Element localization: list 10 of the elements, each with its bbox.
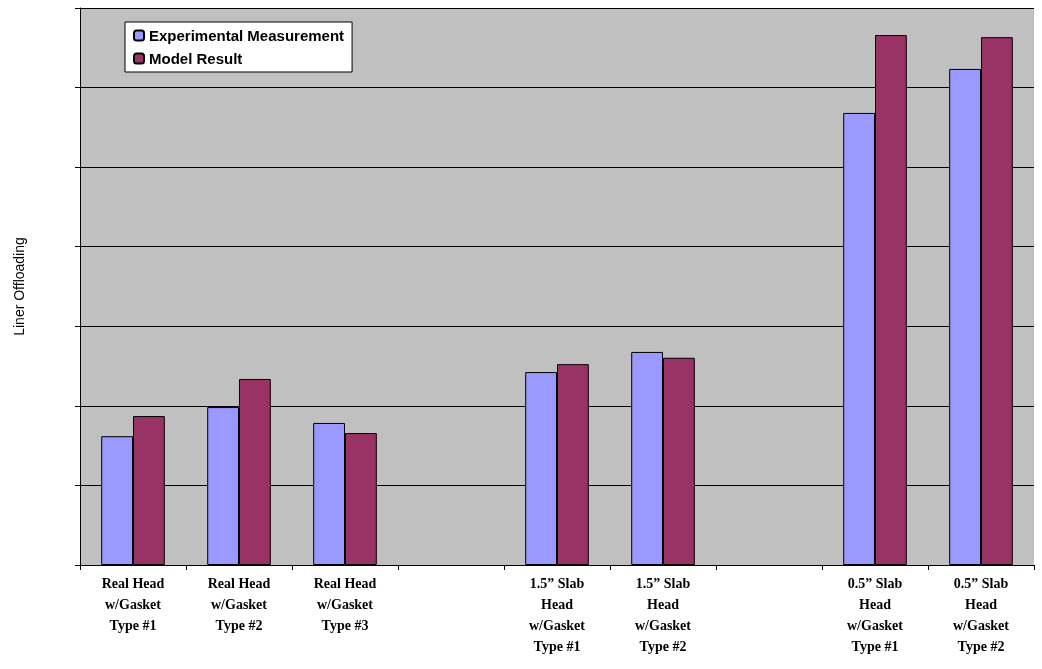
x-tick-label: Real Head w/Gasket Type #1 [101, 576, 165, 633]
x-tick-label: 1.5” Slab Head w/Gasket Type #1 [529, 576, 586, 654]
x-tick-label: 0.5” Slab Head w/Gasket Type #2 [953, 576, 1010, 654]
x-tick-label: 0.5” Slab Head w/Gasket Type #1 [847, 576, 904, 654]
x-tick-label: Real Head w/Gasket Type #3 [313, 576, 377, 633]
x-tick-label: Real Head w/Gasket Type #2 [207, 576, 271, 633]
legend-label: Experimental Measurement [149, 27, 345, 44]
x-tick-label: 1.5” Slab Head w/Gasket Type #2 [635, 576, 692, 654]
y-axis-title: Liner Offloading [11, 237, 27, 336]
legend-label: Model Result [149, 50, 243, 67]
